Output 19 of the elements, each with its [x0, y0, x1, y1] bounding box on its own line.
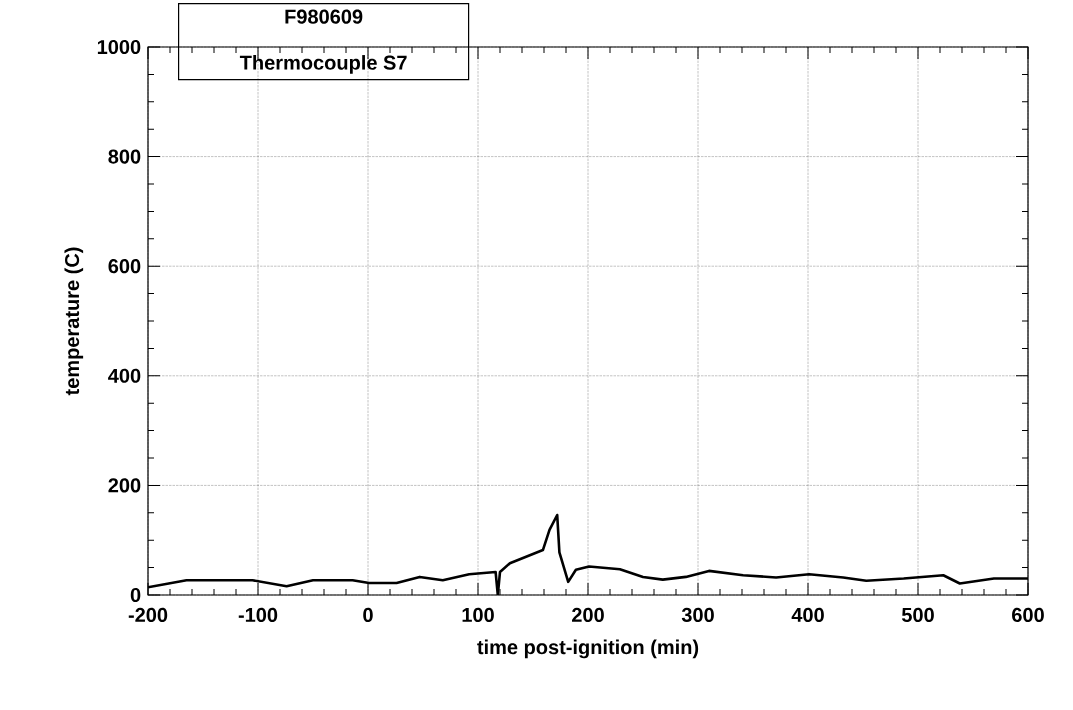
x-tick-label: 400	[791, 607, 824, 623]
y-axis-title: temperature (C)	[64, 247, 84, 396]
x-tick-label: 600	[1012, 607, 1044, 623]
x-tick-label: 500	[901, 607, 934, 623]
chart-subtitle: Thermocouple S7	[239, 55, 407, 74]
x-tick-label: -100	[238, 607, 278, 623]
x-axis-title: time post-ignition (min)	[477, 639, 699, 659]
y-tick-label: 0	[130, 587, 141, 603]
chart-title: F980609	[285, 9, 363, 24]
x-tick-label: 300	[681, 607, 714, 623]
x-tick-label: 100	[462, 607, 494, 623]
y-tick-label: 800	[108, 149, 141, 164]
y-tick-label: 200	[108, 478, 141, 493]
x-tick-label: 200	[572, 607, 604, 623]
y-tick-label: 600	[108, 259, 141, 274]
y-tick-label: 1000	[97, 39, 141, 55]
x-tick-label: 0	[363, 607, 373, 623]
y-tick-label: 400	[108, 368, 141, 383]
x-tick-label: -200	[128, 607, 168, 623]
